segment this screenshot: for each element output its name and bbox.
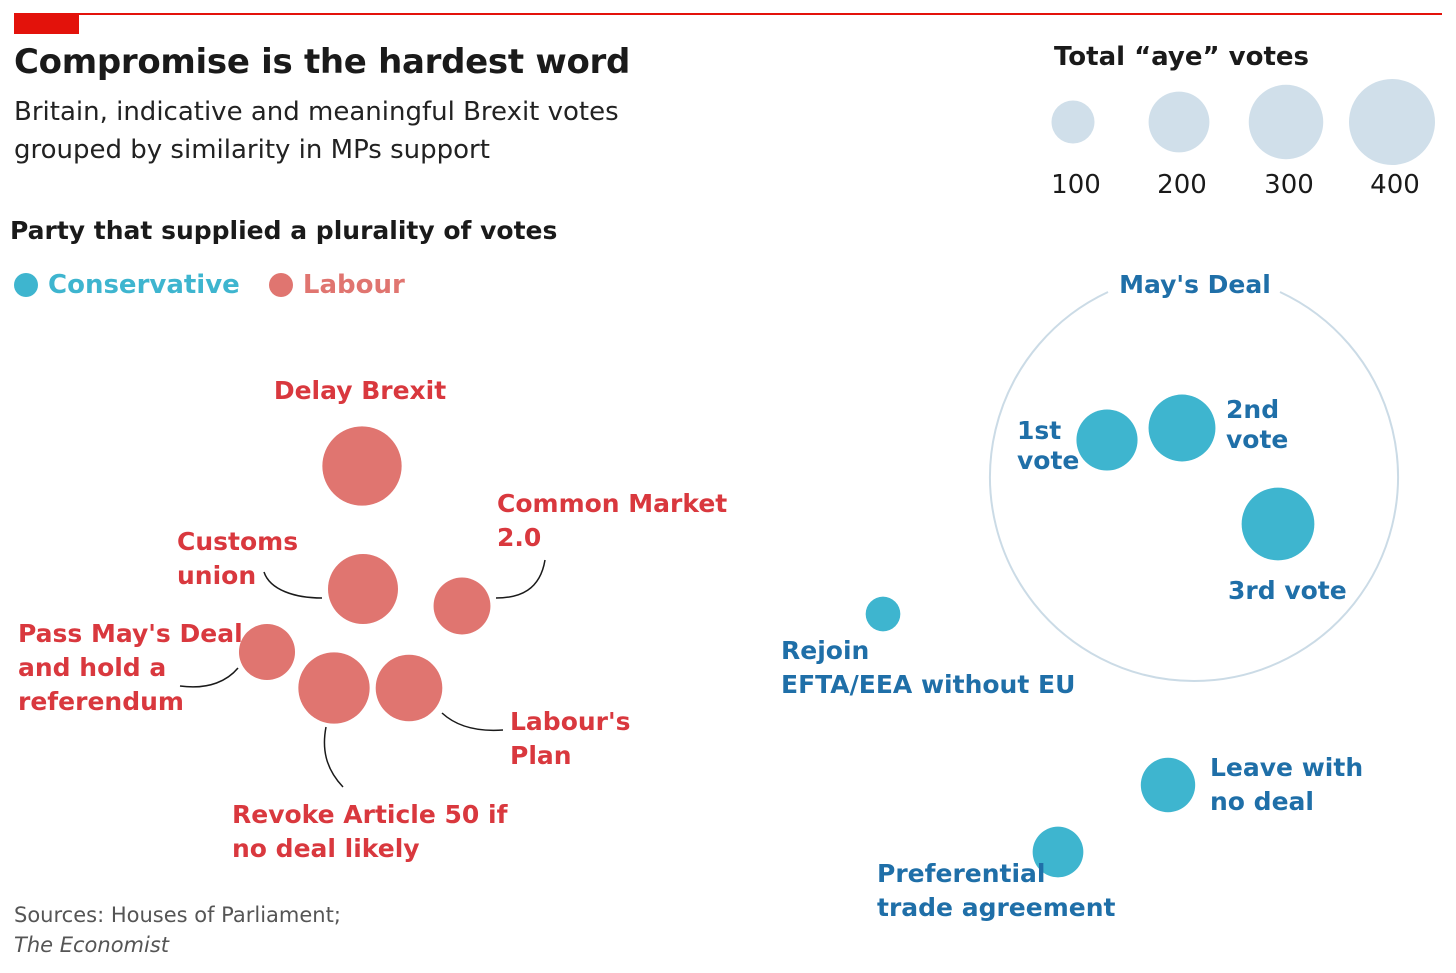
bubble-pass-may-s-deal-and-hold-a-referendum (238, 623, 296, 681)
bubble-labels: Delay Brexit Customs union Common Market 2… (18, 376, 1363, 922)
source-note: Sources: Houses of Parliament; The Econo… (14, 900, 341, 960)
bubble-preferential-trade-agreement (1032, 826, 1084, 878)
label-common-market: Common Market 2.0 (497, 489, 727, 552)
leader-line-pass-mays-deal (179, 667, 239, 688)
size-key-label-400: 400 (1370, 170, 1420, 200)
chart-subtitle: Britain, indicative and meaningful Brexi… (14, 97, 619, 165)
label-3rd-vote: 3rd vote (1228, 576, 1347, 605)
label-revoke-article-50: Revoke Article 50 if no deal likely (232, 800, 509, 863)
size-key-heading: Total “aye” votes (1054, 42, 1309, 72)
label-1st-vote: 1st vote (1017, 416, 1079, 475)
size-key-circles (1051, 79, 1435, 165)
legend-item-conservative: Conservative (14, 270, 240, 300)
bubble-revoke-article-50-if-no-deal-likely (298, 652, 370, 724)
bubble-customs-union (328, 554, 398, 624)
bubbles (238, 394, 1315, 878)
leader-lines (179, 559, 546, 788)
label-preferential-trade: Preferential trade agreement (877, 859, 1116, 922)
leader-line-common-market (495, 559, 546, 599)
legend-heading: Party that supplied a plurality of votes (10, 216, 558, 245)
size-key-circle-400 (1349, 79, 1435, 165)
label-pass-mays-deal: Pass May's Deal and hold a referendum (18, 619, 243, 716)
labour-dot-icon (268, 273, 293, 297)
label-labours-plan: Labour's Plan (510, 707, 631, 770)
label-2nd-vote: 2nd vote (1226, 395, 1288, 454)
economist-red-tag (14, 13, 79, 34)
bubble-rejoin-efta-eea-without-eu-courts (865, 596, 901, 632)
size-key-label-300: 300 (1264, 170, 1314, 200)
bubble-labour-s-plan (375, 654, 443, 722)
mays-deal-group-outline (989, 291, 1399, 682)
label-customs-union: Customs union (177, 527, 298, 590)
label-leave-no-deal: Leave with no deal (1210, 753, 1363, 816)
label-rejoin-efta: Rejoin EFTA/EEA without EU (781, 636, 1075, 699)
bubble-delay-brexit (322, 426, 402, 506)
legend-label-conservative: Conservative (48, 270, 240, 300)
size-key-circle-300 (1248, 84, 1324, 160)
legend-label-labour: Labour (302, 270, 405, 300)
chart-title: Compromise is the hardest word (14, 42, 631, 82)
source-publisher: The Economist (14, 933, 170, 957)
leader-line-labours-plan (441, 712, 504, 732)
legend-item-labour: Labour (268, 270, 405, 300)
label-delay-brexit: Delay Brexit (274, 376, 446, 405)
size-key-label-200: 200 (1157, 170, 1207, 200)
bubble-1st-vote (1076, 409, 1138, 471)
top-rule (14, 13, 1442, 15)
source-text: Sources: Houses of Parliament; (14, 903, 341, 927)
bubble-common-market-2-0 (433, 577, 491, 635)
conservative-dot-icon (14, 273, 38, 297)
size-key-label-100: 100 (1051, 170, 1101, 200)
group-label-mays-deal: May's Deal (1119, 270, 1271, 299)
party-legend: Conservative Labour (14, 270, 425, 304)
size-key-circle-200 (1148, 91, 1210, 153)
bubble-3rd-vote (1241, 487, 1315, 561)
bubble-2nd-vote (1148, 394, 1216, 462)
leader-line-revoke-article-50 (323, 726, 344, 788)
size-key-circle-100 (1051, 100, 1095, 144)
bubble-leave-with-no-deal (1140, 757, 1196, 813)
leader-line-customs-union (263, 571, 323, 599)
